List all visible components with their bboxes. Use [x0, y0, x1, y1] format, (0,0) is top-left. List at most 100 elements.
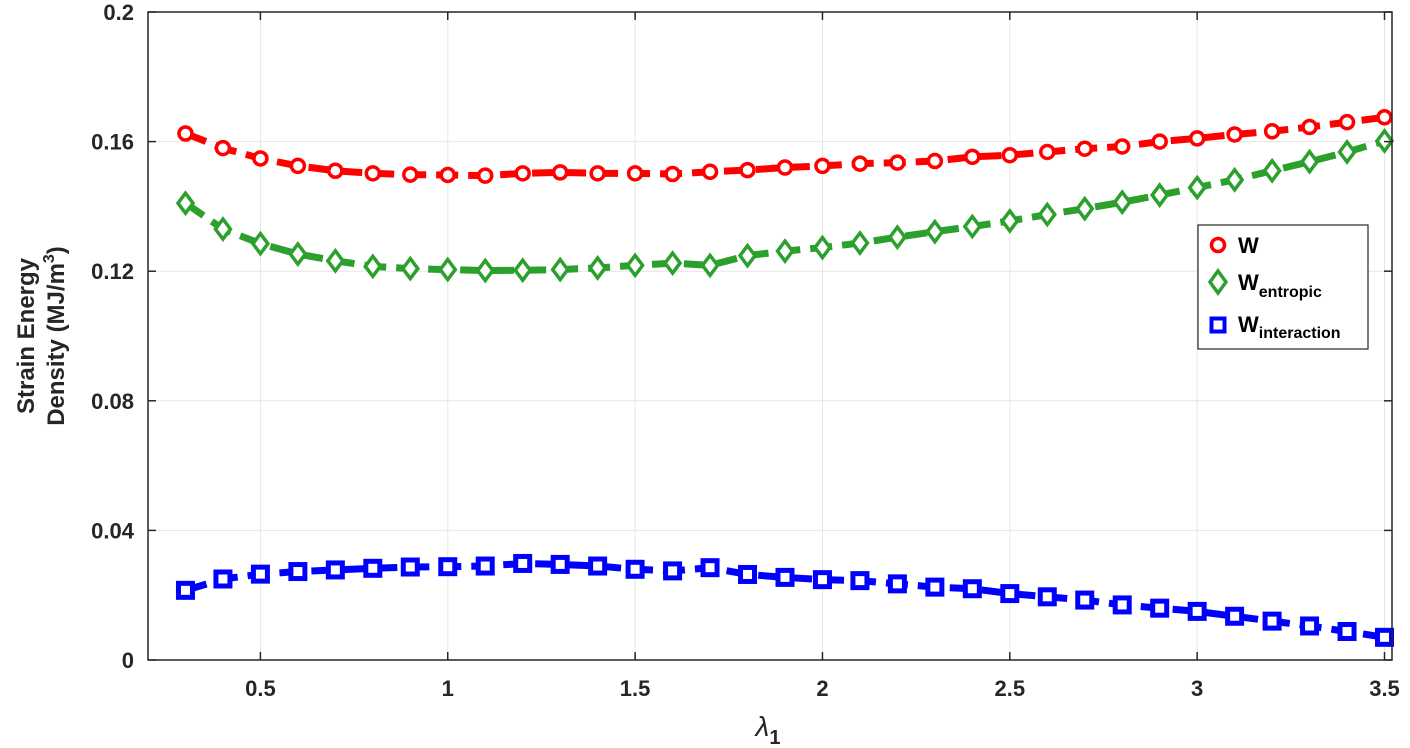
y-tick-label: 0.08	[91, 389, 134, 414]
legend-label-w: W	[1238, 233, 1259, 258]
y-tick-label: 0	[122, 648, 134, 673]
data-point-w-interaction	[1262, 611, 1282, 631]
data-point-w-interaction	[550, 554, 570, 574]
data-point-w-interaction	[850, 571, 870, 591]
data-point-w-entropic	[288, 241, 308, 267]
data-point-w	[1001, 146, 1019, 164]
data-point-w-entropic	[1037, 201, 1057, 228]
data-point-w-entropic	[1337, 139, 1357, 165]
data-point-w-interaction	[213, 569, 233, 589]
series-layer	[175, 109, 1395, 647]
data-point-w-interaction	[887, 574, 907, 594]
data-point-w-entropic	[325, 247, 346, 274]
data-point-w-interaction	[663, 561, 683, 581]
data-point-w	[1151, 133, 1168, 150]
data-point-w-interaction	[775, 567, 795, 587]
data-point-w-interaction	[1375, 627, 1395, 647]
data-point-w-interaction	[1075, 590, 1095, 610]
data-point-w-interaction	[1150, 598, 1170, 618]
data-point-w-entropic	[400, 255, 420, 282]
y-axis-label-unit: Density (MJ/m	[43, 263, 70, 426]
data-point-w	[1338, 113, 1356, 131]
data-point-w	[664, 165, 681, 183]
data-point-w-interaction	[625, 559, 645, 579]
data-point-w	[889, 154, 906, 171]
data-point-w-interaction	[962, 579, 982, 599]
legend: W Wentropic Winteraction	[1197, 224, 1369, 350]
data-point-w-entropic	[737, 242, 758, 269]
data-point-w-entropic	[438, 256, 458, 283]
plot-area	[148, 12, 1392, 660]
data-point-w	[364, 165, 382, 182]
data-point-w	[1113, 138, 1131, 155]
y-axis-label-superscript: 3	[41, 254, 58, 263]
data-point-w-interaction	[1037, 587, 1057, 607]
legend-entry-w: W	[1209, 233, 1259, 258]
data-point-w-interaction	[1000, 584, 1020, 604]
data-point-w-entropic	[850, 230, 870, 256]
x-tick-label: 1	[442, 676, 454, 701]
data-point-w	[551, 164, 569, 181]
data-point-w-interaction	[1112, 595, 1132, 615]
data-point-w	[626, 165, 644, 182]
data-point-w-interaction	[700, 558, 720, 578]
x-axis-subscript: 1	[769, 727, 780, 748]
data-point-w-interaction	[400, 557, 420, 577]
y-axis-label-line2: Density (MJ/m3)	[41, 246, 70, 426]
data-point-w-entropic	[363, 253, 383, 280]
legend-label-w-interaction-sub: interaction	[1259, 325, 1341, 342]
data-point-w-entropic	[812, 234, 833, 261]
data-point-w-interaction	[438, 557, 458, 577]
series-line-w	[184, 113, 1385, 180]
y-tick-label: 0.12	[91, 259, 134, 284]
svg-text:W: W	[1238, 233, 1259, 258]
series-w	[177, 109, 1393, 184]
data-point-w	[514, 165, 531, 182]
data-point-w-interaction	[175, 580, 195, 600]
plot-frame	[147, 11, 1393, 661]
series-line-w-interaction	[184, 559, 1386, 641]
x-axis-label: λ1	[754, 711, 781, 748]
legend-label-w-interaction: W	[1238, 312, 1259, 337]
data-point-w-entropic	[550, 256, 570, 283]
data-point-w-entropic	[887, 224, 908, 251]
data-point-w	[177, 125, 194, 142]
data-point-w	[1376, 109, 1393, 126]
data-point-w	[589, 165, 606, 182]
x-tick-label: 0.5	[245, 676, 276, 701]
data-point-w-interaction	[513, 553, 533, 573]
data-point-w-interaction	[1187, 601, 1207, 621]
data-point-w	[402, 166, 419, 183]
data-point-w-entropic	[1000, 208, 1020, 234]
data-point-w	[851, 155, 869, 172]
data-point-w-entropic	[1075, 195, 1095, 222]
x-axis-symbol: λ	[754, 711, 770, 742]
legend-entry-w-interaction: Winteraction	[1209, 312, 1341, 342]
data-point-w-interaction	[363, 558, 383, 578]
data-point-w	[926, 152, 944, 170]
data-point-w	[1263, 122, 1281, 140]
series-w-interaction	[175, 553, 1395, 647]
axis-ticks: 0.5 1 1.5 2 2.5 3 3.5 0 0.04 0.08 0.12 0.16 0.2	[91, 0, 1400, 701]
svg-text:Wentropic: Wentropic	[1238, 270, 1322, 301]
legend-marker-diamond	[1207, 268, 1229, 296]
data-point-w-interaction	[925, 577, 945, 597]
data-point-w-entropic	[962, 213, 983, 240]
data-point-w-interaction	[475, 556, 495, 576]
data-point-w-entropic	[213, 216, 233, 242]
data-point-w-entropic	[662, 250, 683, 277]
data-point-w-entropic	[1224, 166, 1245, 193]
data-point-w	[1226, 126, 1243, 143]
data-point-w-entropic	[175, 190, 196, 217]
data-point-w	[964, 148, 981, 166]
x-tick-label: 2	[816, 676, 828, 701]
series-w-entropic	[175, 128, 1395, 284]
data-point-w-interaction	[1225, 606, 1245, 626]
data-point-w	[214, 139, 232, 157]
data-point-w	[1301, 118, 1318, 136]
y-tick-label: 0.04	[91, 518, 135, 543]
data-point-w	[1039, 143, 1056, 161]
data-point-w-interaction	[738, 564, 758, 584]
data-point-w-entropic	[1299, 148, 1320, 175]
